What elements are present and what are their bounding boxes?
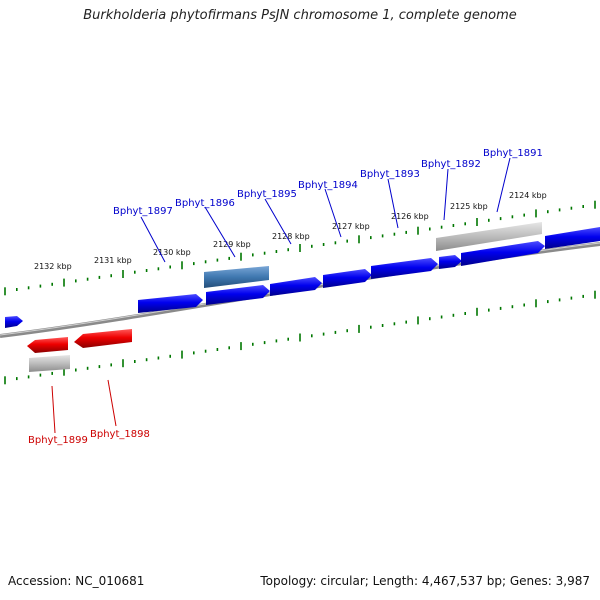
reverse-label-connectors [51,379,117,434]
tick-label: 2124 kbp [509,191,547,200]
gene-arrow-selected[interactable] [204,266,269,288]
pseudogene-block[interactable] [436,222,542,251]
pseudogene-block[interactable] [29,355,70,372]
tick-label: 2131 kbp [94,256,132,265]
gene-arrow-forward[interactable] [545,227,600,249]
accession-label: Accession: NC_010681 [8,574,145,588]
gene-label-bphyt-1896[interactable]: Bphyt_1896 [175,198,235,209]
forward-gene-labels: Bphyt_1897 Bphyt_1896 Bphyt_1895 Bphyt_1… [113,148,543,217]
upper-scale-track [4,200,596,296]
scale-tick-labels: 2132 kbp 2131 kbp 2130 kbp 2129 kbp 2128… [34,191,547,271]
gene-label-bphyt-1891[interactable]: Bphyt_1891 [483,148,543,159]
gene-arrow-forward[interactable] [323,269,372,288]
gene-arrow-forward[interactable] [371,258,438,279]
gene-label-bphyt-1894[interactable]: Bphyt_1894 [298,180,358,191]
gene-label-bphyt-1899[interactable]: Bphyt_1899 [28,435,88,446]
lower-scale-track [4,290,596,385]
map-title: Burkholderia phytofirmans PsJN chromosom… [83,8,517,23]
gene-label-bphyt-1898[interactable]: Bphyt_1898 [90,429,150,440]
reverse-gene-labels: Bphyt_1899 Bphyt_1898 [28,429,150,446]
forward-label-connectors [140,157,511,263]
gene-arrow-forward[interactable] [270,277,322,296]
tick-label: 2128 kbp [272,232,310,241]
gene-arrow-forward[interactable] [5,316,23,328]
gene-label-bphyt-1897[interactable]: Bphyt_1897 [113,206,173,217]
tick-label: 2130 kbp [153,248,191,257]
gene-label-bphyt-1892[interactable]: Bphyt_1892 [421,159,481,170]
tick-label: 2127 kbp [332,222,370,231]
tick-label: 2129 kbp [213,240,251,249]
genome-summary: Topology: circular; Length: 4,467,537 bp… [260,574,590,588]
gene-label-bphyt-1893[interactable]: Bphyt_1893 [360,169,420,180]
gene-arrow-forward[interactable] [461,241,545,266]
gene-arrow-forward[interactable] [138,294,203,313]
gene-arrow-reverse[interactable] [74,329,132,348]
tick-label: 2125 kbp [450,202,488,211]
gene-arrow-forward[interactable] [206,285,270,305]
gene-arrow-reverse[interactable] [27,337,68,353]
tick-label: 2132 kbp [34,262,72,271]
tick-label: 2126 kbp [391,212,429,221]
gene-arrow-forward[interactable] [439,255,462,269]
gene-label-bphyt-1895[interactable]: Bphyt_1895 [237,189,297,200]
